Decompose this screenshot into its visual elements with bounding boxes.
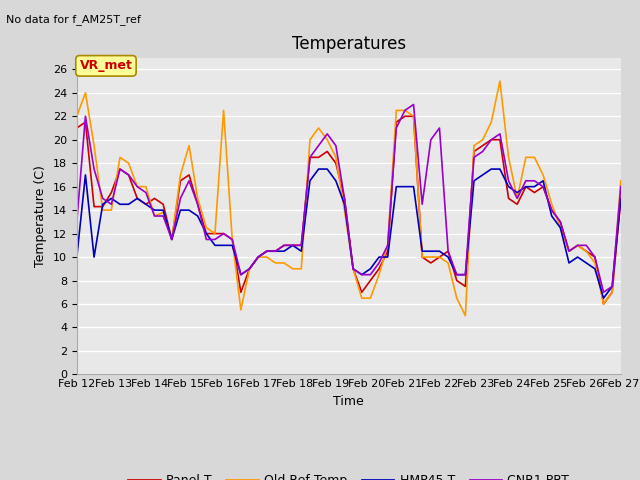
Panel T <box>401 113 409 119</box>
Old Ref Temp <box>496 78 504 84</box>
HMP45 T <box>600 295 607 301</box>
Text: VR_met: VR_met <box>79 60 132 72</box>
HMP45 T <box>349 266 357 272</box>
Panel T <box>298 242 305 248</box>
Old Ref Temp <box>142 184 150 190</box>
Y-axis label: Temperature (C): Temperature (C) <box>35 165 47 267</box>
HMP45 T <box>384 254 392 260</box>
Text: No data for f_AM25T_ref: No data for f_AM25T_ref <box>6 14 141 25</box>
Panel T <box>436 254 444 260</box>
CNR1 PRT <box>375 260 383 266</box>
Line: HMP45 T: HMP45 T <box>77 169 621 298</box>
Title: Temperatures: Temperatures <box>292 35 406 53</box>
CNR1 PRT <box>340 195 348 201</box>
Panel T <box>73 125 81 131</box>
Line: CNR1 PRT: CNR1 PRT <box>77 105 621 292</box>
CNR1 PRT <box>600 289 607 295</box>
Panel T <box>142 202 150 207</box>
Old Ref Temp <box>461 313 469 319</box>
Old Ref Temp <box>375 272 383 277</box>
Old Ref Temp <box>427 254 435 260</box>
CNR1 PRT <box>427 137 435 143</box>
HMP45 T <box>298 248 305 254</box>
Old Ref Temp <box>617 178 625 184</box>
CNR1 PRT <box>436 125 444 131</box>
HMP45 T <box>73 254 81 260</box>
CNR1 PRT <box>142 190 150 195</box>
Line: Panel T: Panel T <box>77 116 621 304</box>
Panel T <box>340 195 348 201</box>
Legend: Panel T, Old Ref Temp, HMP45 T, CNR1 PRT: Panel T, Old Ref Temp, HMP45 T, CNR1 PRT <box>124 469 574 480</box>
Panel T <box>427 260 435 266</box>
X-axis label: Time: Time <box>333 395 364 408</box>
Old Ref Temp <box>298 266 305 272</box>
HMP45 T <box>315 166 323 172</box>
CNR1 PRT <box>410 102 417 108</box>
HMP45 T <box>427 248 435 254</box>
HMP45 T <box>617 195 625 201</box>
Old Ref Temp <box>340 207 348 213</box>
Old Ref Temp <box>419 254 426 260</box>
Panel T <box>600 301 607 307</box>
Panel T <box>375 266 383 272</box>
HMP45 T <box>436 248 444 254</box>
CNR1 PRT <box>617 184 625 190</box>
Line: Old Ref Temp: Old Ref Temp <box>77 81 621 316</box>
Panel T <box>617 195 625 201</box>
CNR1 PRT <box>73 219 81 225</box>
CNR1 PRT <box>298 242 305 248</box>
HMP45 T <box>142 202 150 207</box>
Old Ref Temp <box>73 113 81 119</box>
